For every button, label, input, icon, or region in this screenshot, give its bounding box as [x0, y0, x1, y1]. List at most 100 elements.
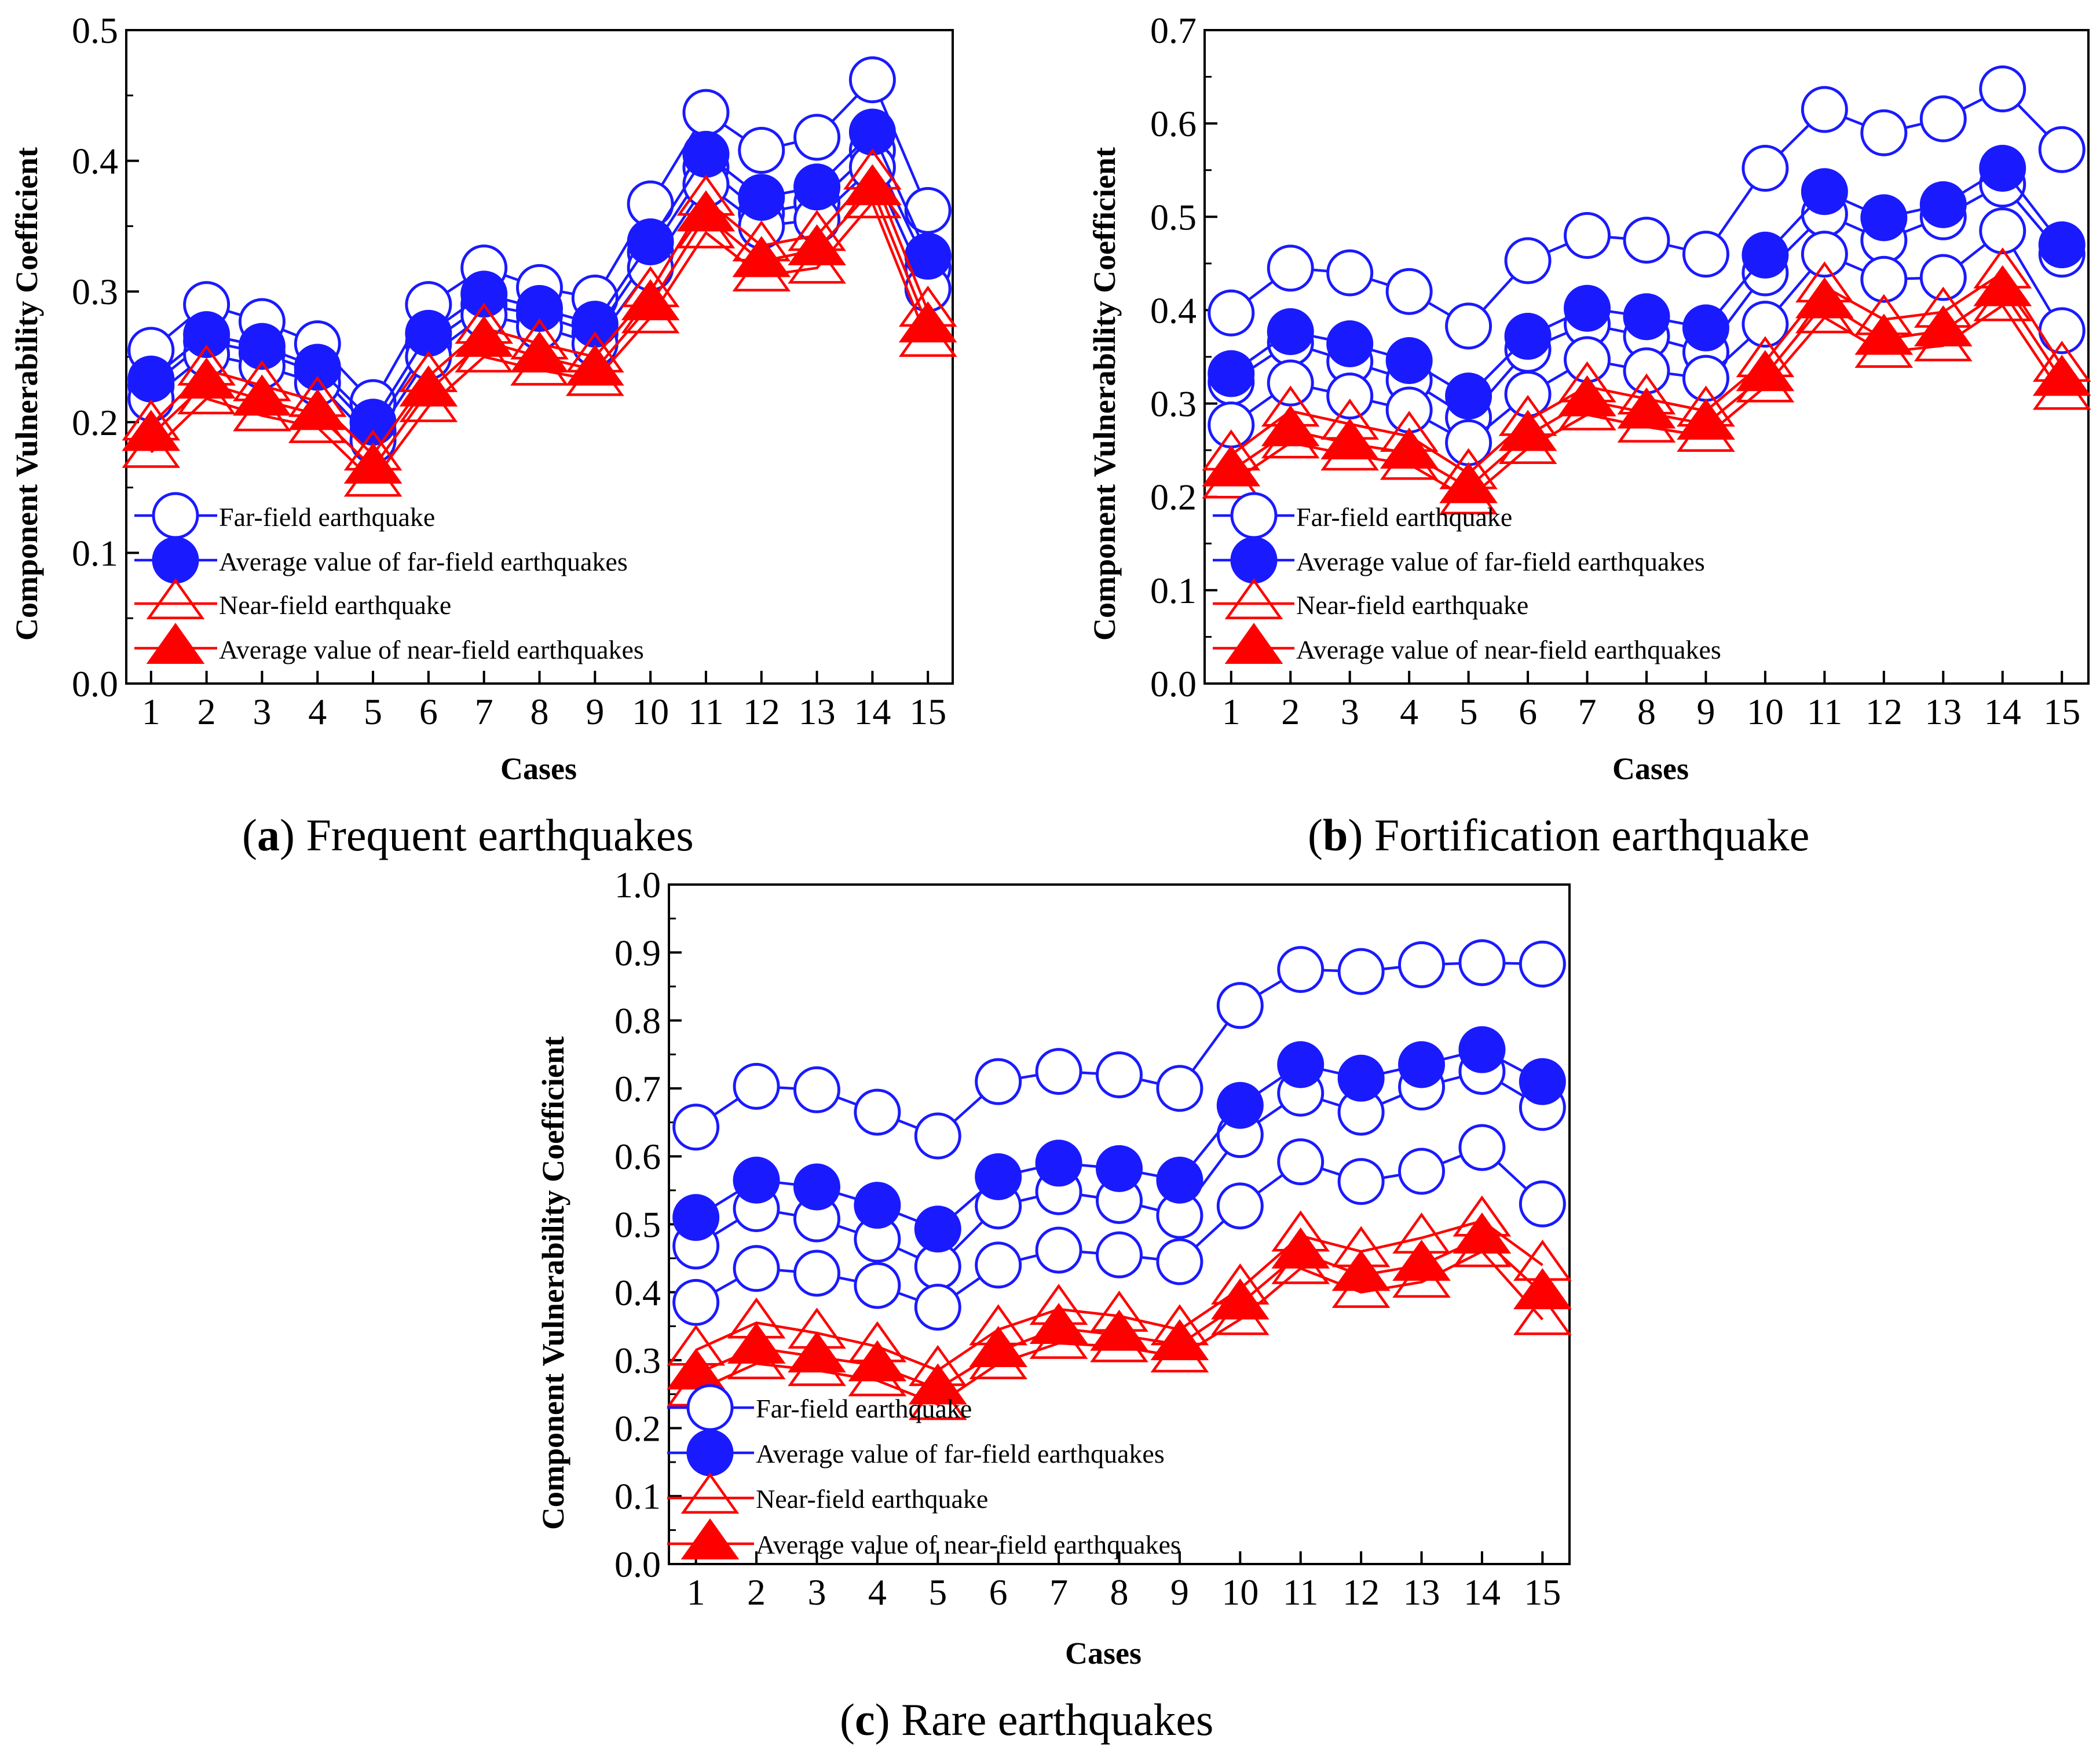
caption-letter: b — [1323, 810, 1348, 860]
data-point — [343, 442, 403, 484]
x-tick-label: 12 — [1342, 1572, 1380, 1613]
data-point — [1742, 301, 1789, 348]
data-point — [843, 164, 902, 206]
data-point — [1979, 144, 2026, 192]
x-tick-label: 15 — [909, 691, 946, 732]
legend-label-far-field-average: Average value of far-field earthquakes — [1296, 547, 1705, 576]
data-point — [627, 218, 674, 265]
data-point — [1919, 254, 1967, 301]
data-point — [1860, 109, 1908, 156]
legend-marker — [152, 536, 199, 584]
data-point — [1623, 293, 1670, 341]
x-tick-label: 14 — [1984, 691, 2021, 732]
data-point — [1458, 1026, 1506, 1073]
data-point — [733, 1062, 780, 1110]
data-point — [672, 1104, 720, 1151]
data-point — [516, 285, 563, 333]
series-7 — [122, 164, 957, 484]
x-tick-label: 5 — [1459, 691, 1478, 732]
data-point — [2032, 355, 2091, 396]
y-tick-label: 1.0 — [614, 864, 661, 905]
x-tick-label: 4 — [1400, 691, 1418, 732]
x-tick-label: 7 — [1578, 691, 1597, 732]
data-point — [1326, 320, 1374, 367]
data-point — [733, 1156, 780, 1204]
data-point — [1337, 948, 1385, 995]
data-point — [1385, 337, 1433, 384]
data-point — [1277, 1138, 1325, 1186]
data-point — [1979, 207, 2026, 254]
x-tick-label: 13 — [799, 691, 836, 732]
data-point — [1326, 372, 1374, 420]
legend-marker — [152, 492, 199, 539]
series-4 — [672, 1026, 1566, 1253]
data-point — [1398, 1148, 1446, 1195]
x-tick-label: 3 — [253, 691, 271, 732]
data-point — [914, 1112, 961, 1160]
data-point — [848, 1340, 907, 1382]
data-point — [1513, 1294, 1572, 1335]
data-point — [904, 187, 952, 234]
legend-marker — [1230, 492, 1278, 539]
x-tick-label: 4 — [308, 691, 327, 732]
data-point — [1156, 1156, 1203, 1204]
data-point — [969, 1326, 1028, 1367]
y-axis-title: Component Vulnerability Coefficient — [536, 1036, 570, 1530]
x-tick-label: 15 — [2043, 691, 2080, 732]
data-point — [1331, 1249, 1391, 1291]
legend-marker — [681, 1518, 740, 1560]
data-point — [1202, 445, 1261, 487]
data-point — [1682, 355, 1729, 402]
data-point — [1035, 1048, 1082, 1095]
x-tick-label: 12 — [1865, 691, 1903, 732]
data-point — [294, 344, 341, 391]
x-tick-label: 3 — [1341, 691, 1359, 732]
data-point — [1504, 370, 1552, 418]
y-tick-label: 0.7 — [614, 1068, 661, 1109]
data-point — [1914, 305, 1973, 346]
legend-marker — [686, 1429, 734, 1477]
data-point — [1458, 1124, 1506, 1171]
caption-title: ) Fortification earthquake — [1348, 810, 1809, 860]
data-point — [1445, 302, 1492, 350]
data-point — [1271, 1227, 1330, 1269]
series-3 — [1208, 207, 2086, 466]
y-tick-label: 0.8 — [614, 1000, 661, 1042]
data-point — [682, 130, 730, 178]
legend-label-near-field: Near-field earthquake — [756, 1484, 988, 1514]
data-point — [510, 331, 569, 373]
data-point — [914, 1284, 961, 1331]
series-1 — [1208, 65, 2086, 350]
legend-symbols — [134, 492, 217, 664]
data-point — [732, 236, 791, 277]
data-point — [793, 1163, 840, 1211]
legend-marker — [686, 1384, 734, 1431]
x-tick-label: 8 — [1110, 1572, 1129, 1613]
x-tick-label: 13 — [1403, 1572, 1440, 1613]
y-tick-label: 0.4 — [72, 141, 118, 182]
data-point — [1337, 1054, 1385, 1102]
y-tick-label: 0.0 — [614, 1544, 661, 1585]
data-point — [898, 301, 957, 343]
data-point — [1564, 212, 1611, 260]
x-tick-label: 15 — [1524, 1572, 1561, 1613]
x-tick-label: 10 — [632, 691, 669, 732]
data-point — [733, 1245, 780, 1292]
data-point — [975, 1153, 1022, 1200]
x-tick-label: 10 — [1221, 1572, 1258, 1613]
x-tick-label: 7 — [475, 691, 493, 732]
y-tick-label: 0.3 — [1150, 383, 1197, 425]
x-tick-label: 13 — [1925, 691, 1962, 732]
data-point — [1380, 428, 1439, 469]
data-point — [1035, 1226, 1082, 1274]
y-tick-label: 0.6 — [614, 1136, 661, 1177]
data-point — [667, 1348, 726, 1390]
data-point — [1326, 249, 1374, 297]
x-tick-label: 8 — [1637, 691, 1656, 732]
series-1 — [672, 939, 1566, 1160]
y-tick-label: 0.6 — [1150, 103, 1197, 144]
x-tick-label: 1 — [142, 691, 160, 732]
data-point — [122, 410, 181, 451]
series-7 — [1202, 265, 2091, 503]
data-point — [793, 1066, 840, 1113]
